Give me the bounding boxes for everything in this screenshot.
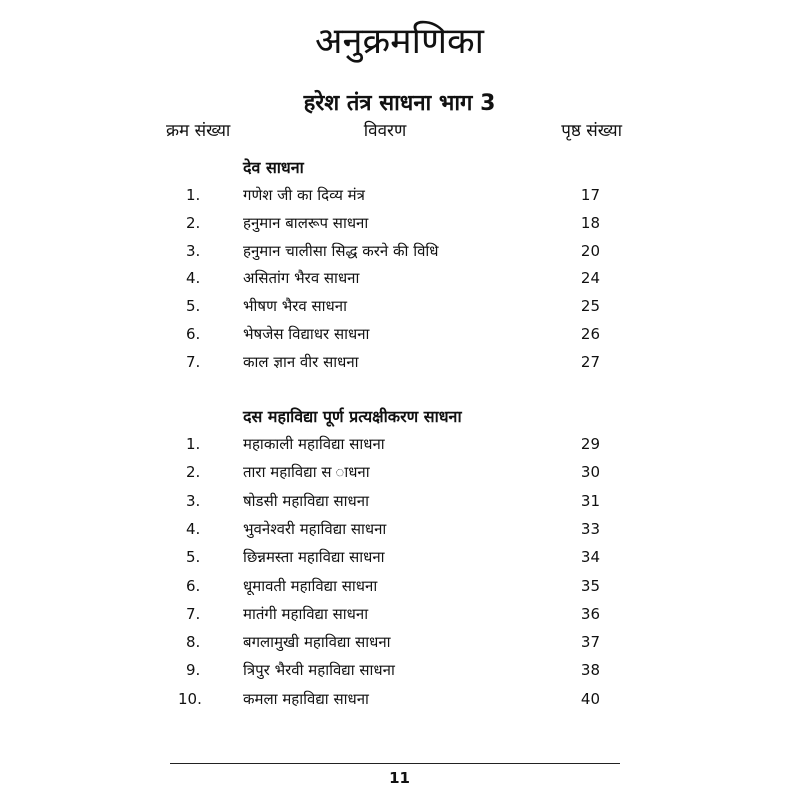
entry-page: 36 (580, 604, 600, 623)
entry-page: 33 (580, 519, 600, 538)
toc-entry: 2. तारा महाविद्या स ाधना 30 (0, 458, 799, 486)
entry-page: 30 (580, 463, 600, 482)
toc-entry: 5. भीषण भैरव साधना 25 (0, 292, 799, 320)
entry-title: षोडसी महाविद्या साधना (243, 491, 369, 510)
toc-entry: 2. हनुमान बालरूप साधना 18 (0, 209, 799, 237)
toc-entry: 1. महाकाली महाविद्या साधना 29 (0, 430, 799, 458)
book-subtitle: हरेश तंत्र साधना भाग 3 (303, 91, 496, 116)
toc-entry: 7. मातंगी महाविद्या साधना 36 (0, 600, 799, 628)
entry-page: 24 (580, 269, 600, 288)
entry-page: 27 (580, 352, 600, 371)
entry-title: त्रिपुर भैरवी महाविद्या साधना (243, 661, 395, 680)
toc-entry: 9. त्रिपुर भैरवी महाविद्या साधना 38 (0, 656, 799, 684)
entry-title: बगलामुखी महाविद्या साधना (243, 633, 391, 652)
entry-number: 3. (186, 241, 201, 260)
entry-title: हनुमान बालरूप साधना (243, 213, 369, 232)
entry-number: 2. (186, 213, 201, 232)
entry-number: 3. (186, 491, 201, 510)
entry-number: 6. (186, 576, 201, 595)
entry-number: 4. (186, 269, 201, 288)
entry-page: 17 (580, 186, 600, 204)
entry-title: काल ज्ञान वीर साधना (243, 352, 359, 371)
column-header-description: विवरण (363, 121, 407, 141)
entry-number: 4. (186, 519, 201, 538)
entry-title: भेषजेस विद्याधर साधना (243, 325, 370, 343)
entry-page: 26 (580, 325, 600, 343)
column-header-page: पृष्ठ संख्या (561, 121, 622, 141)
entry-page: 18 (580, 213, 600, 232)
entry-page: 38 (580, 661, 600, 680)
section-heading: दस महाविद्या पूर्ण प्रत्यक्षीकरण साधना (243, 407, 462, 426)
entry-page: 31 (580, 491, 600, 510)
entry-number: 8. (186, 633, 201, 652)
entry-number: 7. (186, 352, 201, 371)
entry-number: 10. (178, 689, 202, 708)
toc-entry: 10. कमला महाविद्या साधना 40 (0, 685, 799, 713)
section-heading: देव साधना (243, 158, 304, 177)
entry-title: भीषण भैरव साधना (243, 297, 347, 316)
entry-title: धूमावती महाविद्या साधना (243, 576, 378, 595)
toc-entry: 5. छिन्नमस्ता महाविद्या साधना 34 (0, 543, 799, 571)
entry-title: गणेश जी का दिव्य मंत्र (243, 186, 365, 204)
entry-title: महाकाली महाविद्या साधना (243, 435, 385, 453)
toc-entry: 3. हनुमान चालीसा सिद्ध करने की विधि 20 (0, 237, 799, 265)
entry-page: 20 (580, 241, 600, 260)
toc-entry: 4. भुवनेश्वरी महाविद्या साधना 33 (0, 515, 799, 543)
entry-number: 5. (186, 297, 201, 316)
page-number: 11 (389, 769, 410, 787)
entry-page: 34 (580, 548, 600, 567)
entry-number: 1. (186, 186, 201, 204)
entry-title: कमला महाविद्या साधना (243, 689, 369, 708)
entry-title: मातंगी महाविद्या साधना (243, 604, 369, 623)
entry-page: 37 (580, 633, 600, 652)
entry-number: 5. (186, 548, 201, 567)
entry-page: 29 (580, 435, 600, 453)
toc-entry: 6. भेषजेस विद्याधर साधना 26 (0, 320, 799, 348)
toc-entry: 8. बगलामुखी महाविद्या साधना 37 (0, 628, 799, 656)
entry-title: हनुमान चालीसा सिद्ध करने की विधि (243, 241, 439, 260)
footer-divider (170, 763, 620, 764)
entry-title: तारा महाविद्या स ाधना (243, 463, 370, 482)
page-title: अनुक्रमणिका (315, 21, 484, 62)
entry-number: 2. (186, 463, 201, 482)
column-header-number: क्रम संख्या (166, 121, 231, 141)
entry-page: 25 (580, 297, 600, 316)
toc-entry: 1. गणेश जी का दिव्य मंत्र 17 (0, 181, 799, 209)
entry-number: 6. (186, 325, 201, 343)
toc-entry: 4. असितांग भैरव साधना 24 (0, 264, 799, 292)
entry-title: छिन्नमस्ता महाविद्या साधना (243, 548, 385, 567)
entry-page: 40 (580, 689, 600, 708)
toc-entry: 6. धूमावती महाविद्या साधना 35 (0, 572, 799, 600)
entry-title: भुवनेश्वरी महाविद्या साधना (243, 519, 387, 538)
entry-page: 35 (580, 576, 600, 595)
entry-number: 9. (186, 661, 201, 680)
toc-entry: 3. षोडसी महाविद्या साधना 31 (0, 487, 799, 515)
entry-title: असितांग भैरव साधना (243, 269, 360, 288)
toc-entry: 7. काल ज्ञान वीर साधना 27 (0, 348, 799, 376)
entry-number: 1. (186, 435, 201, 453)
entry-number: 7. (186, 604, 201, 623)
